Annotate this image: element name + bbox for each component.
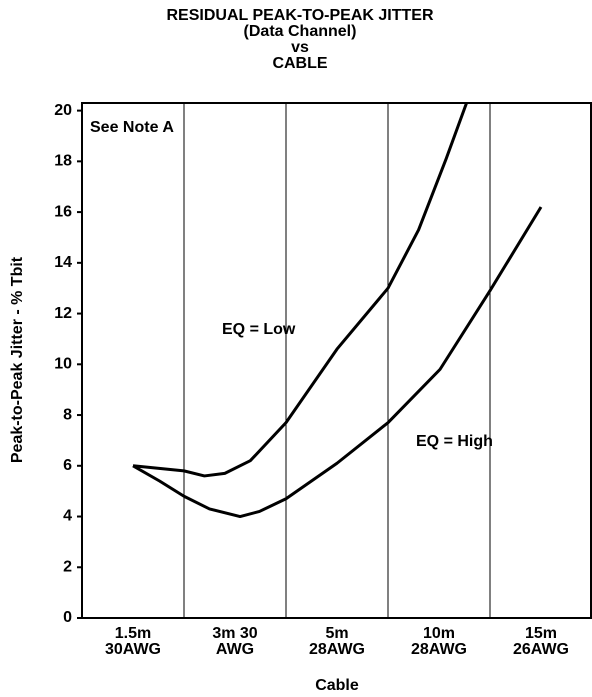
y-tick-label: 18	[54, 153, 72, 170]
y-tick-label: 20	[54, 102, 72, 119]
annotation: EQ = Low	[222, 321, 296, 338]
x-tick-label: 3m 30	[212, 625, 257, 642]
x-tick-label: 1.5m	[115, 625, 151, 642]
y-tick-label: 14	[54, 254, 72, 271]
x-axis-label: Cable	[315, 677, 359, 694]
y-tick-label: 8	[63, 406, 72, 423]
y-tick-label: 0	[63, 609, 72, 626]
line	[132, 206, 543, 519]
y-axis-label: Peak-to-Peak Jitter - % Tbit	[9, 256, 26, 463]
x-tick-label: 15m	[525, 625, 557, 642]
chart-title: CABLE	[272, 55, 327, 72]
y-tick-label: 2	[63, 558, 72, 575]
x-tick-label: 28AWG	[411, 641, 467, 658]
x-tick-label: 26AWG	[513, 641, 569, 658]
chart-title: vs	[291, 39, 309, 56]
annotation: See Note A	[90, 119, 174, 136]
y-tick-label: 12	[54, 305, 72, 322]
chart-title: (Data Channel)	[244, 23, 357, 40]
x-tick-label: AWG	[216, 641, 254, 658]
chart-title: RESIDUAL PEAK-TO-PEAK JITTER	[167, 7, 434, 24]
line	[132, 102, 468, 478]
x-tick-label: 28AWG	[309, 641, 365, 658]
y-tick-label: 10	[54, 356, 72, 373]
annotation: EQ = High	[416, 433, 493, 450]
y-tick-label: 16	[54, 203, 72, 220]
plot-frame	[81, 102, 592, 619]
x-tick-label: 10m	[423, 625, 455, 642]
y-tick-label: 4	[63, 508, 72, 525]
x-tick-label: 5m	[325, 625, 348, 642]
x-tick-label: 30AWG	[105, 641, 161, 658]
y-tick-label: 6	[63, 457, 72, 474]
